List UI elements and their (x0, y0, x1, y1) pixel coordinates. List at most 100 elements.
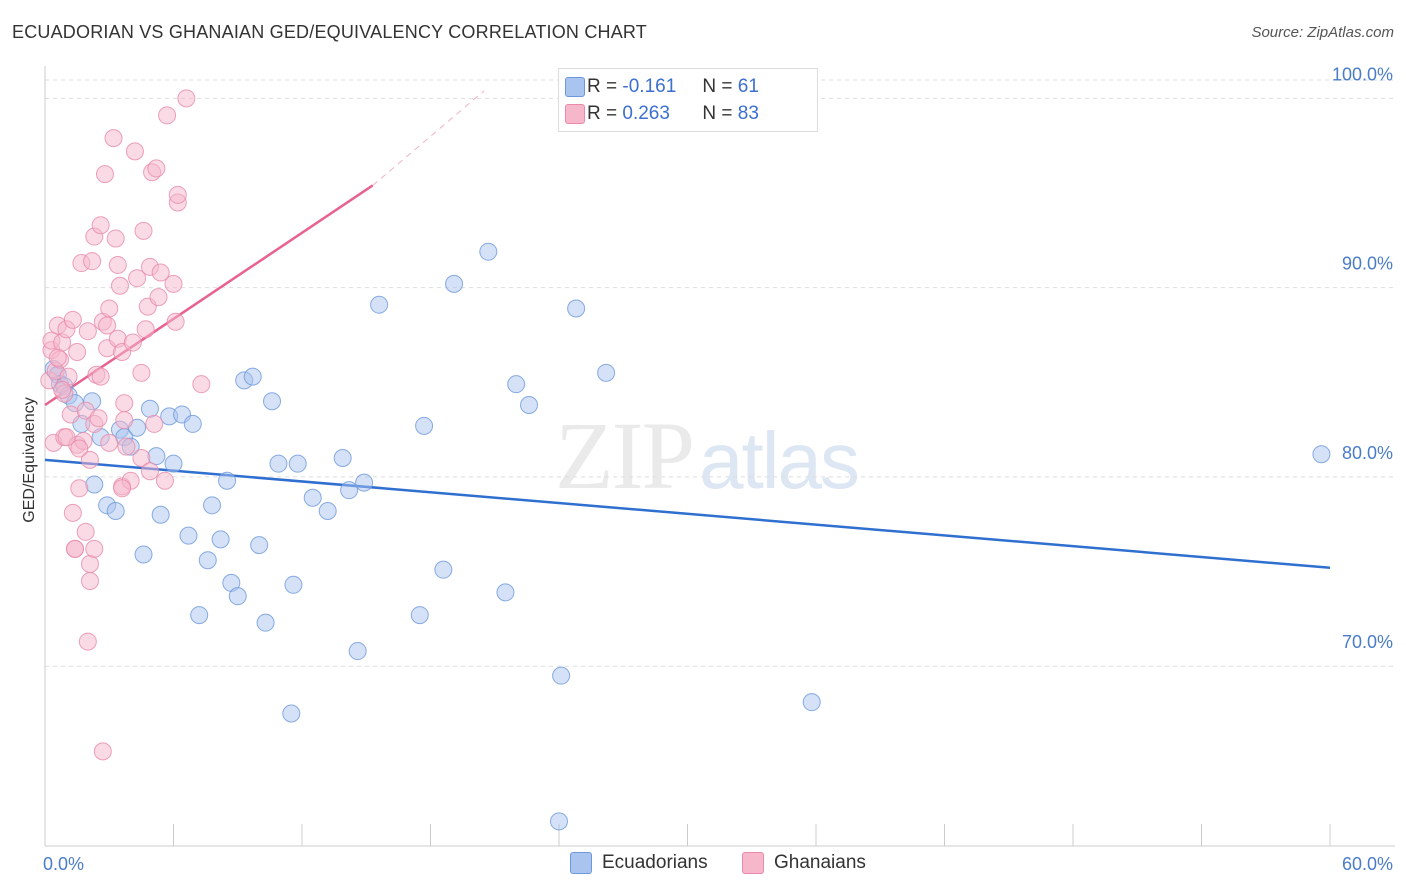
ghanaians-point (80, 572, 99, 591)
legend-r-value: -0.161 (622, 76, 677, 97)
legend-r-label: R = (587, 76, 618, 97)
ecuadorians-point (284, 575, 303, 594)
y-tick-label: 100.0% (1332, 64, 1393, 84)
ecuadorians-point (340, 481, 359, 500)
ecuadorians-point (552, 666, 571, 685)
ecuadorians-point (147, 447, 166, 466)
ghanaians-point (100, 433, 119, 452)
ecuadorians-point (415, 416, 434, 435)
ecuadorians-point (106, 501, 125, 520)
ghanaians-point (168, 185, 187, 204)
ecuadorians-point (263, 392, 282, 411)
ghanaians-point (106, 229, 125, 248)
ghanaians-point (63, 310, 82, 329)
x-tick-label-min: 0.0% (43, 854, 84, 874)
bottom-legend-ghanaians: Ghanaians (742, 852, 866, 874)
y-tick-label: 70.0% (1342, 632, 1393, 652)
ecuadorians-point (348, 642, 367, 661)
ghanaians-point (147, 159, 166, 178)
ecuadorians-point (211, 530, 230, 549)
ghanaians-point (125, 142, 144, 161)
ecuadorians-point (256, 613, 275, 632)
ghanaians-point (145, 414, 164, 433)
y-axis-title: GED/Equivalency (21, 397, 38, 522)
ghanaians-point (177, 89, 196, 108)
ghanaians-point (104, 129, 123, 148)
ghanaians-point (93, 742, 112, 761)
ghanaians-point (113, 479, 132, 498)
chart-title: ECUADORIAN VS GHANAIAN GED/EQUIVALENCY C… (12, 22, 647, 42)
ghanaians-point (78, 632, 97, 651)
legend-n-label: N = (702, 76, 733, 97)
ghanaians-point (95, 165, 114, 184)
ghanaians-point (78, 322, 97, 341)
ghanaians-point (70, 439, 89, 458)
ecuadorians-point (355, 473, 374, 492)
ecuadorians-point (479, 242, 498, 261)
ghanaians-trend-extension (372, 90, 485, 186)
ghanaians-point (140, 462, 159, 481)
axis-layer (44, 66, 1395, 847)
ghanaians-point (123, 333, 142, 352)
ghanaians-point (117, 437, 136, 456)
ecuadorians-point (802, 693, 821, 712)
ecuadorians-point (190, 606, 209, 625)
ghanaians-point (151, 263, 170, 282)
ghanaians-point (53, 380, 72, 399)
ghanaians-point (91, 367, 110, 386)
ghanaians-point (80, 554, 99, 573)
bottom-swatch-ecuadorians (570, 852, 592, 874)
ecuadorians-point (140, 399, 159, 418)
legend-n-value: 61 (737, 76, 759, 97)
ecuadorians-point (1312, 445, 1331, 464)
x-tick-label-max: 60.0% (1342, 854, 1393, 874)
ghanaians-point (136, 320, 155, 339)
ghanaians-point (100, 299, 119, 318)
ghanaians-point (61, 405, 80, 424)
ghanaians-point (89, 409, 108, 428)
ecuadorians-point (282, 704, 301, 723)
ecuadorians-point (151, 505, 170, 524)
ghanaians-point (115, 394, 134, 413)
ecuadorians-point (333, 449, 352, 467)
ecuadorians-point (85, 475, 104, 494)
ghanaians-point (98, 316, 117, 335)
ecuadorians-point (198, 551, 217, 570)
ghanaians-point (158, 106, 177, 125)
legend-r-value: 0.263 (622, 103, 670, 124)
ecuadorians-trend-line (44, 458, 1331, 570)
ecuadorians-point (218, 471, 237, 490)
legend-row-ecuadorians: R = -0.161 N = 61 (565, 73, 759, 101)
legend-n-value: 83 (737, 103, 759, 124)
legend-r-label: R = (587, 103, 618, 124)
ghanaians-point (128, 269, 147, 288)
ghanaians-point (166, 312, 185, 331)
point-layer (40, 89, 1331, 831)
ecuadorians-point (434, 560, 453, 579)
bottom-legend-ecuadorians: Ecuadorians (570, 852, 708, 874)
ghanaians-point (91, 216, 110, 235)
ecuadorians-point (318, 501, 337, 520)
bottom-swatch-ghanaians (742, 852, 764, 874)
ecuadorians-point (303, 488, 322, 507)
ecuadorians-point (203, 496, 222, 515)
ecuadorians-point (288, 454, 307, 473)
ghanaians-point (70, 479, 89, 498)
legend-n-label: N = (702, 103, 733, 124)
bottom-legend-label-ghanaians: Ghanaians (774, 852, 866, 873)
ghanaians-point (48, 348, 67, 367)
ecuadorians-point (507, 375, 526, 394)
ecuadorians-point (520, 396, 539, 415)
ghanaians-point (108, 255, 127, 274)
ghanaians-point (85, 539, 104, 558)
ecuadorians-point (370, 295, 389, 314)
ghanaians-point (149, 288, 168, 307)
ecuadorians-point (269, 454, 288, 473)
ghanaians-point (115, 411, 134, 430)
ghanaians-point (192, 375, 211, 394)
chart-source: Source: ZipAtlas.com (1251, 24, 1394, 41)
legend-swatch-ghanaians (565, 104, 585, 124)
ghanaians-point (65, 539, 84, 558)
